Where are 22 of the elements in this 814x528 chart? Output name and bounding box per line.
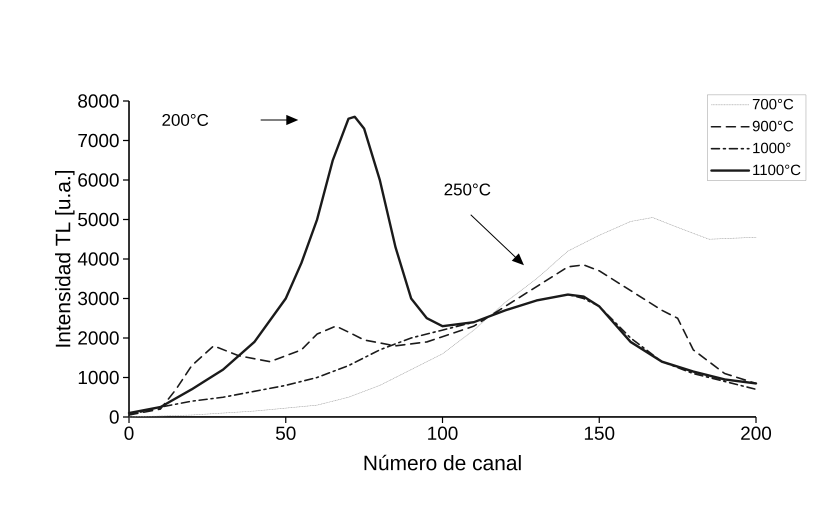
x-tick-label: 150 [584, 426, 614, 440]
annotation: 200°C [162, 114, 208, 126]
legend-label: 1000° [753, 142, 790, 154]
y-axis-title: Intensidad TL [u.a.] [55, 170, 75, 347]
y-tick-label: 4000 [78, 252, 119, 266]
legend-label: 900°C [752, 120, 794, 132]
y-tick-label: 5000 [78, 212, 119, 226]
y-tick-label: 3000 [78, 292, 119, 306]
x-tick-label: 100 [428, 426, 458, 440]
x-tick-label: 0 [124, 426, 134, 440]
y-tick-label: 1000 [78, 370, 119, 384]
x-tick-label: 200 [741, 426, 772, 440]
y-tick-label: 7000 [78, 134, 119, 148]
legend-label: 700°C [752, 98, 794, 110]
y-tick-label: 0 [110, 410, 119, 424]
annotation: 250°C [444, 183, 490, 196]
legend-label: 1100°C [753, 164, 800, 176]
x-axis-title: Número de canal [364, 454, 521, 470]
y-tick-label: 2000 [78, 331, 119, 345]
y-tick-label: 6000 [78, 173, 119, 187]
x-tick-label: 50 [276, 426, 296, 440]
y-tick-label: 8000 [78, 94, 119, 108]
